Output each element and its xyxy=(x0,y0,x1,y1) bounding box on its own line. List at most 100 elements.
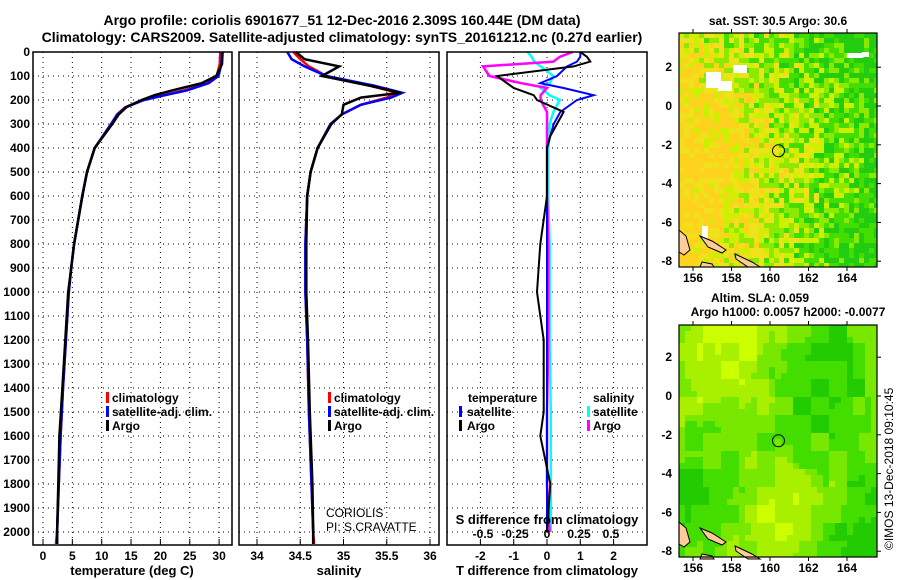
map-cell xyxy=(689,53,694,58)
map-cell xyxy=(824,243,829,248)
map-cell xyxy=(859,547,865,553)
map-cell xyxy=(727,487,733,493)
map-cell xyxy=(869,73,874,78)
map-cell xyxy=(859,33,864,38)
map-cell xyxy=(829,349,835,355)
map-cell xyxy=(684,103,689,108)
map-cell xyxy=(734,143,739,148)
map-cell xyxy=(864,103,869,108)
map-cell xyxy=(751,547,757,553)
map-cell xyxy=(874,158,877,163)
map-cell xyxy=(697,547,703,553)
map-cell xyxy=(849,113,854,118)
map-cell xyxy=(763,553,769,557)
map-cell xyxy=(764,98,769,103)
map-cell xyxy=(841,487,847,493)
map-cell xyxy=(679,218,684,223)
legend-mark-s-argo xyxy=(587,420,590,431)
map-cell xyxy=(697,361,703,367)
map-cell xyxy=(787,493,793,499)
map-cell xyxy=(754,173,759,178)
map-cell xyxy=(869,153,874,158)
map-cell xyxy=(841,349,847,355)
map-cell xyxy=(834,193,839,198)
map-cell xyxy=(779,98,784,103)
map-cell xyxy=(744,98,749,103)
map-cell xyxy=(794,48,799,53)
map-cell xyxy=(769,43,774,48)
map-cell xyxy=(839,248,844,253)
map-cell xyxy=(739,118,744,123)
map-cell xyxy=(744,143,749,148)
map-cell xyxy=(751,457,757,463)
map-cell xyxy=(684,93,689,98)
map-cell xyxy=(869,203,874,208)
map-cell xyxy=(874,63,877,68)
map-cell xyxy=(789,128,794,133)
map-cell xyxy=(799,355,805,361)
map-cell xyxy=(764,223,769,228)
map-cell xyxy=(734,258,739,263)
map-cell xyxy=(809,43,814,48)
map-cell xyxy=(727,505,733,511)
map-cell xyxy=(787,367,793,373)
map-cell xyxy=(721,451,727,457)
map-cell xyxy=(691,331,697,337)
map-cell xyxy=(829,128,834,133)
map-cell xyxy=(871,445,877,451)
map-cell xyxy=(835,517,841,523)
map-cell xyxy=(694,183,699,188)
map-cell xyxy=(839,233,844,238)
map-cell xyxy=(721,499,727,505)
map-cell xyxy=(874,238,877,243)
temperature-satellite-adj-clim--line xyxy=(55,51,224,544)
map-cell xyxy=(849,78,854,83)
map-cell xyxy=(789,93,794,98)
map-cell xyxy=(789,68,794,73)
map-cell xyxy=(787,535,793,541)
map-cell xyxy=(804,108,809,113)
map-cell xyxy=(804,93,809,98)
map-cell xyxy=(859,243,864,248)
map-cell xyxy=(685,493,691,499)
map-cell xyxy=(721,403,727,409)
map-cell xyxy=(844,183,849,188)
map-cell xyxy=(754,78,759,83)
map-cell xyxy=(697,541,703,547)
map-cell xyxy=(829,58,834,63)
map-cell xyxy=(733,415,739,421)
map-cell xyxy=(733,325,739,331)
map-cell xyxy=(769,193,774,198)
map-cell xyxy=(727,385,733,391)
map-cell xyxy=(751,367,757,373)
map-cell xyxy=(689,48,694,53)
map-cell xyxy=(704,58,709,63)
map-cell xyxy=(715,529,721,535)
map-cell xyxy=(727,331,733,337)
map-cell xyxy=(805,523,811,529)
map-cell xyxy=(811,535,817,541)
map-cell xyxy=(794,103,799,108)
map-cell xyxy=(793,397,799,403)
map-cell xyxy=(749,203,754,208)
map-cell xyxy=(849,103,854,108)
map-cell xyxy=(829,367,835,373)
map-cell xyxy=(714,118,719,123)
map-cell xyxy=(781,469,787,475)
map-cell xyxy=(699,208,704,213)
map-cell xyxy=(715,373,721,379)
map-cell xyxy=(809,198,814,203)
map-cell xyxy=(829,475,835,481)
map-cell xyxy=(684,253,689,258)
t-difference-axis-title: T difference from climatology xyxy=(456,563,639,578)
map-cell xyxy=(691,433,697,439)
map-cell xyxy=(709,397,715,403)
map-cell xyxy=(694,223,699,228)
map-cell xyxy=(841,325,847,331)
map-cell xyxy=(859,63,864,68)
map-cell xyxy=(751,523,757,529)
map-cell xyxy=(703,475,709,481)
map-cell xyxy=(719,153,724,158)
map-cell xyxy=(749,33,754,38)
